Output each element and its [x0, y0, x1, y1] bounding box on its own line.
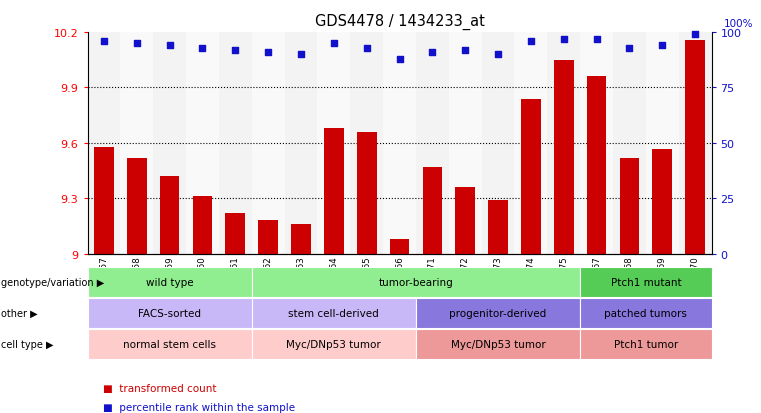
Text: tumor-bearing: tumor-bearing [378, 278, 454, 287]
Bar [449, 33, 482, 254]
Text: Ptch1 mutant: Ptch1 mutant [610, 278, 681, 287]
Bar [587, 77, 607, 254]
Bar [554, 61, 574, 254]
Bar [514, 33, 547, 254]
Bar [324, 129, 344, 254]
Text: Myc/DNp53 tumor: Myc/DNp53 tumor [286, 339, 381, 349]
Point [164, 43, 176, 50]
Bar [350, 33, 383, 254]
Bar [88, 33, 120, 254]
Text: ■  transformed count: ■ transformed count [103, 383, 216, 393]
Point [459, 47, 471, 54]
Bar [547, 33, 580, 254]
Bar [193, 197, 212, 254]
Bar [285, 33, 317, 254]
Bar [422, 167, 442, 254]
Bar [489, 201, 508, 254]
Bar [120, 33, 153, 254]
Text: normal stem cells: normal stem cells [123, 339, 216, 349]
Text: 100%: 100% [724, 19, 753, 28]
Bar [652, 150, 672, 254]
Point [689, 32, 701, 38]
Text: patched tumors: patched tumors [604, 309, 687, 318]
Text: other ▶: other ▶ [1, 308, 37, 318]
Bar [291, 225, 310, 254]
Bar [685, 40, 705, 254]
Bar [127, 158, 147, 254]
Point [361, 45, 373, 52]
Point [656, 43, 668, 50]
Point [295, 52, 307, 58]
Point [558, 36, 570, 43]
Bar [317, 33, 350, 254]
Bar [390, 239, 409, 254]
Bar [186, 33, 219, 254]
Point [393, 56, 406, 63]
Point [492, 52, 504, 58]
Text: progenitor-derived: progenitor-derived [450, 309, 546, 318]
Bar [679, 33, 712, 254]
Point [623, 45, 635, 52]
Point [131, 41, 143, 47]
Bar [619, 158, 639, 254]
Text: stem cell-derived: stem cell-derived [288, 309, 379, 318]
Bar [94, 148, 114, 254]
Text: FACS-sorted: FACS-sorted [139, 309, 201, 318]
Point [328, 41, 340, 47]
Bar [482, 33, 514, 254]
Point [262, 50, 274, 56]
Bar [613, 33, 646, 254]
Point [196, 45, 209, 52]
Point [591, 36, 603, 43]
Bar [383, 33, 416, 254]
Bar [357, 133, 377, 254]
Bar [153, 33, 186, 254]
Bar [646, 33, 679, 254]
Text: genotype/variation ▶: genotype/variation ▶ [1, 277, 104, 287]
Point [525, 38, 537, 45]
Point [229, 47, 241, 54]
Title: GDS4478 / 1434233_at: GDS4478 / 1434233_at [314, 14, 485, 30]
Bar [258, 221, 278, 254]
Bar [416, 33, 449, 254]
Text: cell type ▶: cell type ▶ [1, 339, 53, 349]
Bar [219, 33, 252, 254]
Bar [160, 177, 180, 254]
Bar [521, 100, 541, 254]
Bar [252, 33, 285, 254]
Point [426, 50, 438, 56]
Bar [580, 33, 613, 254]
Text: Myc/DNp53 tumor: Myc/DNp53 tumor [451, 339, 546, 349]
Text: Ptch1 tumor: Ptch1 tumor [613, 339, 678, 349]
Bar [225, 214, 245, 254]
Text: wild type: wild type [146, 278, 193, 287]
Point [98, 38, 110, 45]
Bar [455, 188, 475, 254]
Text: ■  percentile rank within the sample: ■ percentile rank within the sample [103, 402, 295, 412]
